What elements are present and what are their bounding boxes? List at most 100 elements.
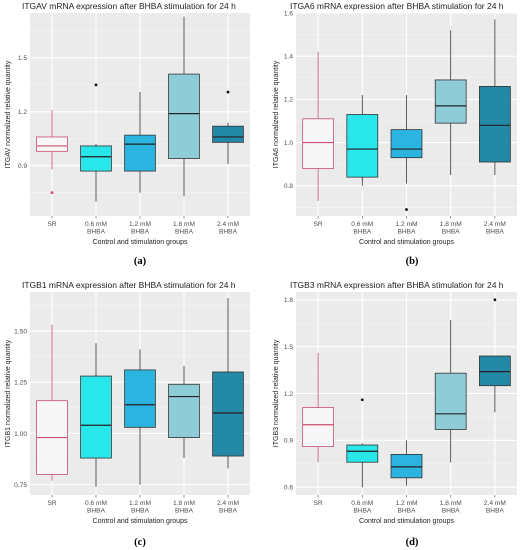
panel-d: ITGB3 mRNA expression after BHBA stimula… bbox=[273, 280, 517, 548]
x-tick-label: SR bbox=[47, 221, 56, 228]
box-4 bbox=[168, 365, 200, 459]
y-tick-label: 0.75 bbox=[14, 482, 27, 489]
box-5 bbox=[479, 298, 511, 413]
x-tick-label: 2.4 mM bbox=[217, 221, 239, 228]
x-tick-label: BHBA bbox=[175, 229, 194, 236]
panel-caption: (b) bbox=[406, 256, 419, 267]
x-axis-label: Control and stimulation groups bbox=[93, 518, 188, 525]
x-tick-label: 1.2 mM bbox=[396, 221, 418, 228]
y-tick-label: 1.0 bbox=[284, 140, 293, 147]
x-axis-label: Control and stimulation groups bbox=[359, 239, 454, 246]
x-tick-label: SR bbox=[314, 500, 323, 507]
x-axis-label: Control and stimulation groups bbox=[93, 239, 188, 246]
panel-caption: (c) bbox=[134, 537, 146, 548]
box-body bbox=[346, 444, 379, 463]
x-tick-label: 2.4 mM bbox=[484, 500, 506, 507]
y-axis-label: ITGB1 normalized relative quantity bbox=[5, 339, 12, 447]
x-tick-label: 1.8 mM bbox=[440, 500, 462, 507]
x-tick-label: 0.6 mM bbox=[85, 500, 107, 507]
outlier-point bbox=[360, 398, 364, 402]
panel-caption: (a) bbox=[134, 256, 147, 267]
x-tick-label: 1.2 mM bbox=[129, 221, 151, 228]
x-tick-label: BHBA bbox=[219, 229, 238, 236]
x-tick-label: BHBA bbox=[87, 229, 106, 236]
box-3 bbox=[390, 95, 423, 211]
outlier-point bbox=[493, 298, 497, 302]
x-tick-label: BHBA bbox=[486, 508, 505, 515]
y-tick-label: 1.6 bbox=[284, 10, 293, 17]
y-tick-label: 1.2 bbox=[284, 391, 293, 398]
chart-title: ITGB3 mRNA expression after BHBA stimula… bbox=[290, 280, 504, 290]
box-body bbox=[124, 134, 156, 172]
y-tick-label: 0.8 bbox=[284, 183, 293, 190]
box-body bbox=[212, 371, 244, 457]
box-2 bbox=[80, 83, 112, 202]
box-4 bbox=[168, 16, 200, 197]
box-body bbox=[168, 383, 200, 438]
x-tick-label: SR bbox=[314, 221, 323, 228]
x-tick-label: 2.4 mM bbox=[217, 500, 239, 507]
y-tick-label: 1.25 bbox=[14, 380, 27, 387]
x-tick-label: BHBA bbox=[486, 229, 505, 236]
chart-title: ITGAV mRNA expression after BHBA stimula… bbox=[22, 1, 236, 11]
outlier-point bbox=[405, 208, 408, 211]
box-body bbox=[479, 355, 511, 387]
x-tick-label: BHBA bbox=[131, 229, 150, 236]
y-tick-label: 0.6 bbox=[284, 484, 293, 491]
y-tick-label: 1.5 bbox=[284, 344, 293, 351]
x-tick-label: 1.8 mM bbox=[173, 500, 195, 507]
x-tick-label: BHBA bbox=[131, 508, 150, 515]
x-tick-label: BHBA bbox=[398, 229, 417, 236]
box-body bbox=[302, 118, 334, 169]
box-body bbox=[124, 369, 156, 428]
chart-title: ITGB1 mRNA expression after BHBA stimula… bbox=[22, 280, 236, 290]
x-tick-label: BHBA bbox=[87, 508, 106, 515]
box-3 bbox=[124, 349, 156, 485]
x-tick-label: 1.8 mM bbox=[440, 221, 462, 228]
box-4 bbox=[434, 320, 467, 463]
x-tick-label: 1.2 mM bbox=[396, 500, 418, 507]
y-tick-label: 1.5 bbox=[18, 55, 27, 62]
box-body bbox=[302, 407, 334, 447]
box-body bbox=[390, 453, 423, 479]
box-1 bbox=[36, 324, 68, 481]
box-2 bbox=[346, 95, 379, 186]
outlier-point bbox=[50, 191, 54, 195]
box-body bbox=[346, 114, 379, 178]
x-tick-label: BHBA bbox=[398, 508, 417, 515]
box-2 bbox=[80, 343, 112, 487]
box-5 bbox=[212, 90, 244, 164]
x-tick-label: BHBA bbox=[442, 508, 461, 515]
panel-a: ITGAV mRNA expression after BHBA stimula… bbox=[5, 1, 250, 267]
box-body bbox=[36, 136, 68, 152]
box-body bbox=[390, 129, 423, 159]
x-tick-label: 1.8 mM bbox=[173, 221, 195, 228]
y-tick-label: 1.2 bbox=[284, 97, 293, 104]
y-tick-label: 1.2 bbox=[18, 109, 27, 116]
box-1 bbox=[36, 110, 68, 195]
y-tick-label: 1.50 bbox=[14, 328, 27, 335]
x-axis-label: Control and stimulation groups bbox=[359, 518, 454, 525]
y-tick-label: 1.00 bbox=[14, 431, 27, 438]
box-4 bbox=[434, 30, 467, 175]
x-tick-label: BHBA bbox=[442, 229, 461, 236]
box-body bbox=[80, 145, 112, 172]
y-tick-label: 0.9 bbox=[18, 163, 27, 170]
chart-title: ITGA6 mRNA expression after BHBA stimula… bbox=[290, 1, 504, 11]
box-3 bbox=[124, 92, 156, 193]
x-tick-label: 0.6 mM bbox=[351, 500, 373, 507]
x-tick-label: BHBA bbox=[353, 229, 372, 236]
panel-b: ITGA6 mRNA expression after BHBA stimula… bbox=[273, 1, 517, 267]
box-5 bbox=[479, 19, 511, 175]
x-tick-label: BHBA bbox=[175, 508, 194, 515]
box-body bbox=[212, 125, 244, 143]
outlier-point bbox=[226, 90, 230, 94]
y-tick-label: 0.9 bbox=[284, 438, 293, 445]
panel-c: ITGB1 mRNA expression after BHBA stimula… bbox=[5, 280, 250, 548]
panel-caption: (d) bbox=[406, 537, 419, 548]
box-body bbox=[168, 73, 200, 159]
x-tick-label: BHBA bbox=[353, 508, 372, 515]
box-1 bbox=[302, 51, 334, 201]
x-tick-label: 2.4 mM bbox=[484, 221, 506, 228]
outlier-point bbox=[94, 83, 98, 87]
